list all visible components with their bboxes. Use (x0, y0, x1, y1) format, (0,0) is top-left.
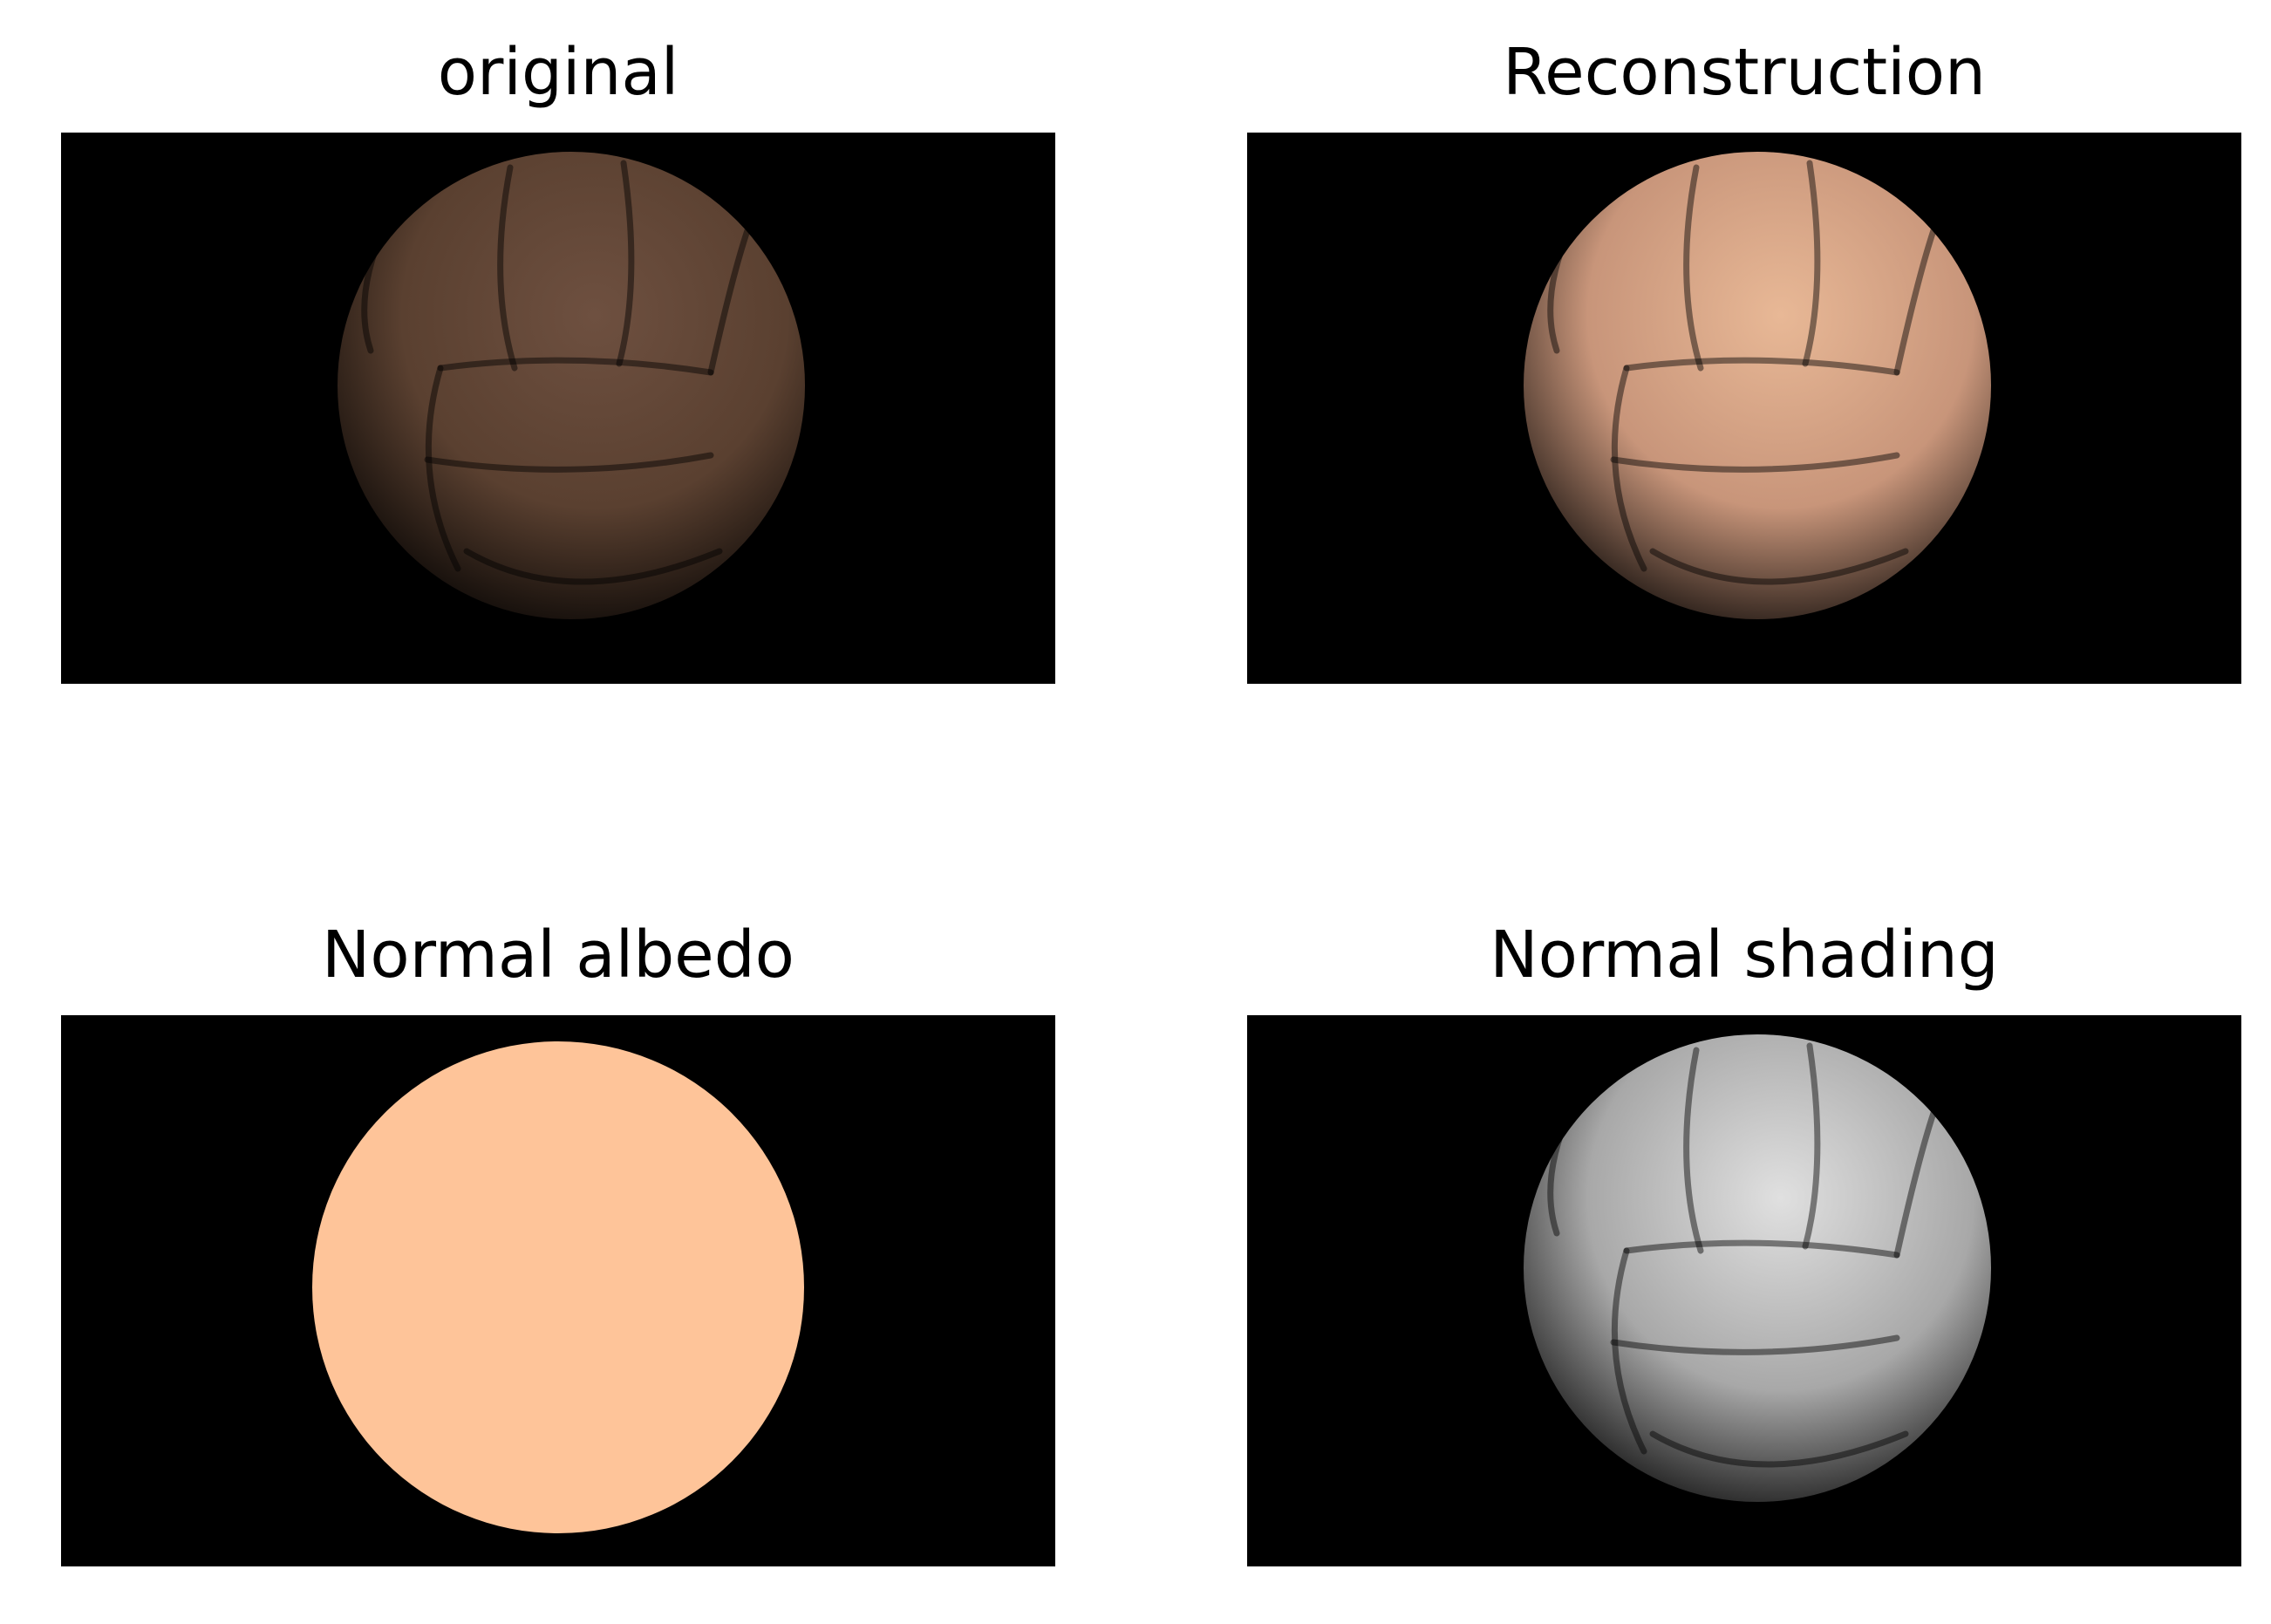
panel-original-title: original (437, 35, 679, 110)
ball-seam (497, 164, 518, 372)
ball-seam (707, 208, 758, 376)
ball-seam (1802, 160, 1821, 367)
ball-seam (1611, 1247, 1647, 1455)
ball-seam (1623, 1239, 1900, 1259)
panel-reconstruction-title: Reconstruction (1503, 35, 1986, 110)
ball-seam (437, 357, 714, 376)
ball-seam (1683, 164, 1704, 372)
ball-seam (1893, 208, 1944, 376)
ball-seam (1623, 357, 1900, 376)
ball-seam (463, 548, 723, 585)
panel-shading-title: Normal shading (1490, 918, 1999, 993)
panel-shading-image (1247, 1015, 2241, 1566)
ball-seam (1547, 225, 1573, 354)
ball-seam (1610, 1334, 1900, 1355)
panel-albedo-title: Normal albedo (322, 918, 795, 993)
panel-original-image (61, 133, 1055, 684)
ball-seam (1649, 1430, 1909, 1468)
ball-seam (1649, 548, 1909, 585)
panel-svg (61, 1015, 1055, 1566)
ball-seam (1610, 452, 1900, 473)
ball-seam (1802, 1042, 1821, 1250)
ball-seam (425, 365, 461, 572)
ball-seam (616, 160, 635, 367)
ball-seam (361, 225, 387, 354)
panel-svg (61, 133, 1055, 684)
panel-svg (1247, 133, 2241, 684)
ball-seam (1547, 1108, 1573, 1237)
volleyball (1524, 1034, 1991, 1502)
albedo-disk (312, 1041, 804, 1533)
volleyball (338, 152, 805, 619)
ball-seam (1893, 1090, 1944, 1259)
ball-seam (424, 452, 714, 473)
panel-svg (1247, 1015, 2241, 1566)
ball-seam (1611, 365, 1647, 572)
panel-reconstruction-image (1247, 133, 2241, 684)
volleyball (1524, 152, 1991, 619)
panel-albedo-image (61, 1015, 1055, 1566)
ball-seam (1683, 1047, 1704, 1254)
